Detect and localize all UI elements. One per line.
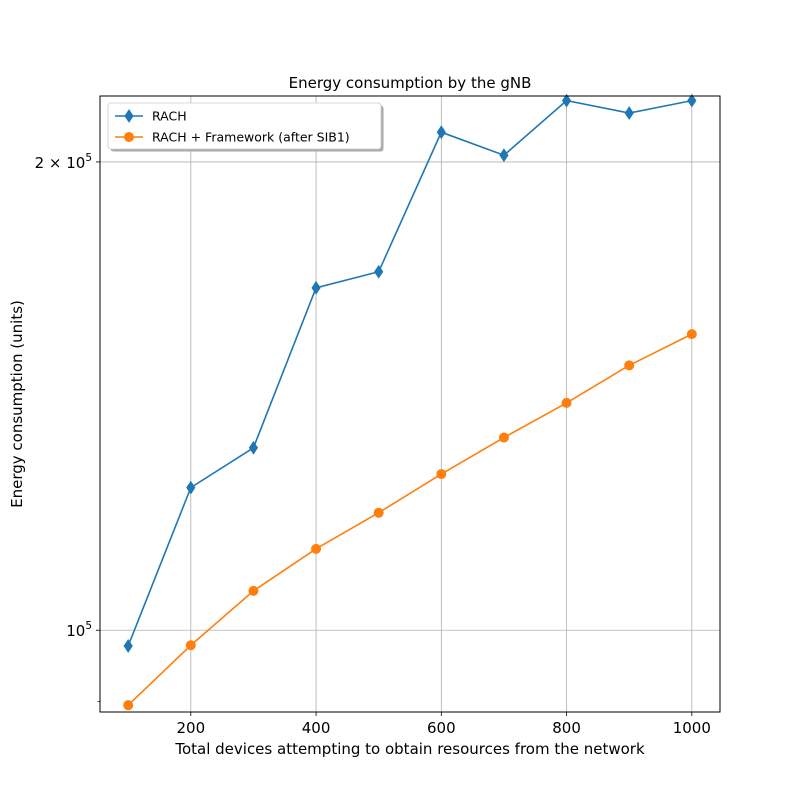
legend: RACH RACH + Framework (after SIB1): [107, 102, 384, 152]
x-tick-label: 600: [427, 719, 456, 737]
series-layer: [123, 93, 697, 711]
data-point: [561, 397, 572, 408]
data-point: [624, 106, 634, 120]
gridlines: [100, 96, 720, 712]
legend-item: RACH: [115, 109, 187, 124]
x-tick-label: 400: [302, 719, 331, 737]
y-tick-label: 2 × 105: [35, 152, 92, 172]
axis-ticks: 200 400 600 800 1000 105 2 × 105: [35, 152, 711, 737]
data-point: [373, 507, 384, 518]
data-point: [624, 360, 635, 371]
x-tick-label: 800: [552, 719, 581, 737]
series-1: [123, 329, 697, 711]
legend-label: RACH: [152, 109, 187, 124]
chart-title: Energy consumption by the gNB: [289, 74, 532, 92]
data-point: [436, 125, 446, 140]
series-0: [123, 93, 697, 653]
plot-frame: [99, 95, 721, 713]
y-axis-label: Energy consumption (units): [8, 300, 26, 508]
data-point: [499, 148, 509, 163]
legend-item: RACH + Framework (after SIB1): [115, 130, 350, 145]
data-point: [561, 93, 572, 108]
legend-marker: [124, 132, 134, 142]
data-point: [123, 700, 134, 711]
legend-marker: [124, 109, 134, 123]
series-line: [127, 333, 693, 706]
x-axis-label: Total devices attempting to obtain resou…: [174, 740, 645, 758]
legend-label: RACH + Framework (after SIB1): [152, 130, 350, 145]
legend-box: [107, 102, 382, 150]
x-tick-label: 1000: [673, 719, 711, 737]
data-point: [248, 440, 259, 455]
data-point: [436, 469, 447, 480]
data-point: [374, 264, 384, 279]
data-point: [687, 93, 697, 108]
data-point: [498, 432, 509, 443]
data-point: [311, 543, 322, 554]
y-tick-label: 105: [66, 620, 92, 640]
data-point: [248, 585, 259, 596]
data-point: [186, 480, 196, 495]
series-line: [127, 99, 692, 647]
data-point: [311, 280, 321, 295]
x-tick-label: 200: [176, 719, 205, 737]
data-point: [123, 639, 133, 653]
data-point: [686, 329, 697, 340]
data-point: [185, 640, 196, 651]
